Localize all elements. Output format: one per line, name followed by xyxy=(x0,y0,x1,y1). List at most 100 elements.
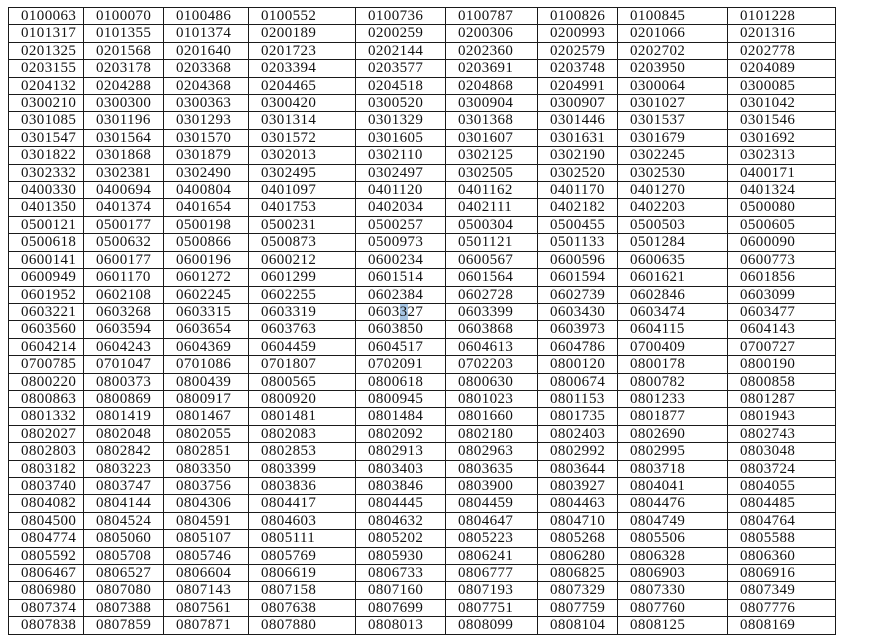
table-cell: 0600949 xyxy=(8,268,84,287)
roll-number-table: 0100063 0100070 0100486 0100552 0100736 01007… xyxy=(8,6,836,635)
table-cell: 0800945 xyxy=(355,389,446,409)
table-cell: 0500632 xyxy=(83,233,164,252)
table-cell: 0301537 xyxy=(617,111,728,130)
table-cell: 0300520 xyxy=(355,94,446,113)
table-cell: 0400330 xyxy=(8,181,84,200)
table-cell: 0800917 xyxy=(163,389,249,409)
table-cell: 0804524 xyxy=(83,511,164,531)
table-cell: 0603560 xyxy=(8,320,84,339)
table-cell: 0202144 xyxy=(355,41,446,61)
table-row: 0400330 0400694 0400804 0401097 0401120 04011… xyxy=(8,181,836,200)
table-row: 0800220 0800373 0800439 0800565 0800618 08006… xyxy=(8,372,836,391)
table-cell: 0100787 xyxy=(445,6,538,26)
table-cell: 0805060 xyxy=(83,529,164,548)
table-cell: 0806467 xyxy=(8,563,84,583)
table-cell: 0802690 xyxy=(617,424,728,444)
table-cell: 0201640 xyxy=(163,41,249,61)
table-cell: 0802803 xyxy=(8,442,84,461)
table-cell: 0807699 xyxy=(355,598,446,618)
table-cell: 0603268 xyxy=(83,302,164,322)
table-cell: 0800120 xyxy=(537,355,618,374)
table-cell: 0802027 xyxy=(8,424,84,444)
table-cell: 0600212 xyxy=(248,250,356,270)
table-cell: 0200306 xyxy=(445,24,538,43)
table-cell: 0604243 xyxy=(83,337,164,357)
table-cell: 0805592 xyxy=(8,546,84,566)
table-cell: 0402203 xyxy=(617,198,728,217)
table-cell: 0601299 xyxy=(248,268,356,287)
table-cell: 0301564 xyxy=(83,128,164,148)
table-cell: 0101317 xyxy=(8,24,84,43)
table-cell: 0201723 xyxy=(248,41,356,61)
table-cell: 0401170 xyxy=(537,181,618,200)
table-cell: 0100826 xyxy=(537,6,618,26)
table-cell: 0603973 xyxy=(537,320,618,339)
table-row: 0802803 0802842 0802851 0802853 0802913 08029… xyxy=(8,442,836,461)
table-cell: 0805708 xyxy=(83,546,164,566)
table-row: 0301547 0301564 0301570 0301572 0301605 03016… xyxy=(8,128,836,148)
table-cell: 0301679 xyxy=(617,128,728,148)
table-cell: 0302125 xyxy=(445,146,538,165)
table-cell: 0302245 xyxy=(617,146,728,165)
table-cell: 0600141 xyxy=(8,250,84,270)
table-cell: 0302190 xyxy=(537,146,618,165)
table-cell: 0802963 xyxy=(445,442,538,461)
table-cell: 0807760 xyxy=(617,598,728,618)
table-cell: 0603868 xyxy=(445,320,538,339)
table-cell: 0800190 xyxy=(727,355,836,374)
table-cell: 0807080 xyxy=(83,581,164,600)
table-row: 0301822 0301868 0301879 0302013 0302110 03021… xyxy=(8,146,836,165)
table-cell: 0804463 xyxy=(537,494,618,513)
table-cell: 0806280 xyxy=(537,546,618,566)
table-cell: 0800220 xyxy=(8,372,84,391)
table-cell: 0801233 xyxy=(617,389,728,409)
table-cell: 0204465 xyxy=(248,76,356,96)
table-row: 0801332 0801419 0801467 0801481 0801484 08016… xyxy=(8,407,836,426)
table-cell: 0301368 xyxy=(445,111,538,130)
table-cell: 0300363 xyxy=(163,94,249,113)
table-cell: 0302505 xyxy=(445,163,538,183)
table-cell: 0603594 xyxy=(83,320,164,339)
table-cell: 0602739 xyxy=(537,285,618,304)
table-cell: 0604786 xyxy=(537,337,618,357)
table-cell: 0701807 xyxy=(248,355,356,374)
table-cell: 0801484 xyxy=(355,407,446,426)
table-cell: 0802403 xyxy=(537,424,618,444)
table-cell: 0806619 xyxy=(248,563,356,583)
table-cell: 0602255 xyxy=(248,285,356,304)
table-cell: 0301572 xyxy=(248,128,356,148)
table-row: 0203155 0203178 0203368 0203394 0203577 02036… xyxy=(8,59,836,78)
table-row: 0500618 0500632 0500866 0500873 0500973 05011… xyxy=(8,233,836,252)
table-row: 0804774 0805060 0805107 0805111 0805202 08052… xyxy=(8,529,836,548)
table-cell: 0100063 xyxy=(8,6,84,26)
table-row: 0805592 0805708 0805746 0805769 0805930 08062… xyxy=(8,546,836,566)
table-cell: 0500121 xyxy=(8,215,84,235)
table-cell: 0800674 xyxy=(537,372,618,391)
table-cell: 0806241 xyxy=(445,546,538,566)
table-cell: 0801660 xyxy=(445,407,538,426)
table-cell: 0804591 xyxy=(163,511,249,531)
table-cell: 0301085 xyxy=(8,111,84,130)
table-cell: 0804647 xyxy=(445,511,538,531)
table-cell: 0700785 xyxy=(8,355,84,374)
table-cell: 0804459 xyxy=(445,494,538,513)
table-cell: 0805769 xyxy=(248,546,356,566)
table-cell: 0807776 xyxy=(727,598,836,618)
table-cell: 0604115 xyxy=(617,320,728,339)
table-cell: 0601564 xyxy=(445,268,538,287)
table-cell: 0500866 xyxy=(163,233,249,252)
table-cell: 0803740 xyxy=(8,476,84,496)
table-cell: 0803724 xyxy=(727,459,836,478)
table-cell: 0808125 xyxy=(617,616,728,635)
table-cell: 0804041 xyxy=(617,476,728,496)
table-cell: 0802180 xyxy=(445,424,538,444)
table-cell: 0301879 xyxy=(163,146,249,165)
table-cell: 0500973 xyxy=(355,233,446,252)
table-cell: 0203178 xyxy=(83,59,164,78)
table-cell: 0204991 xyxy=(537,76,618,96)
table-row: 0807374 0807388 0807561 0807638 0807699 08077… xyxy=(8,598,836,618)
table-cell: 0800863 xyxy=(8,389,84,409)
table-cell: 0807329 xyxy=(537,581,618,600)
table-cell: 0803747 xyxy=(83,476,164,496)
